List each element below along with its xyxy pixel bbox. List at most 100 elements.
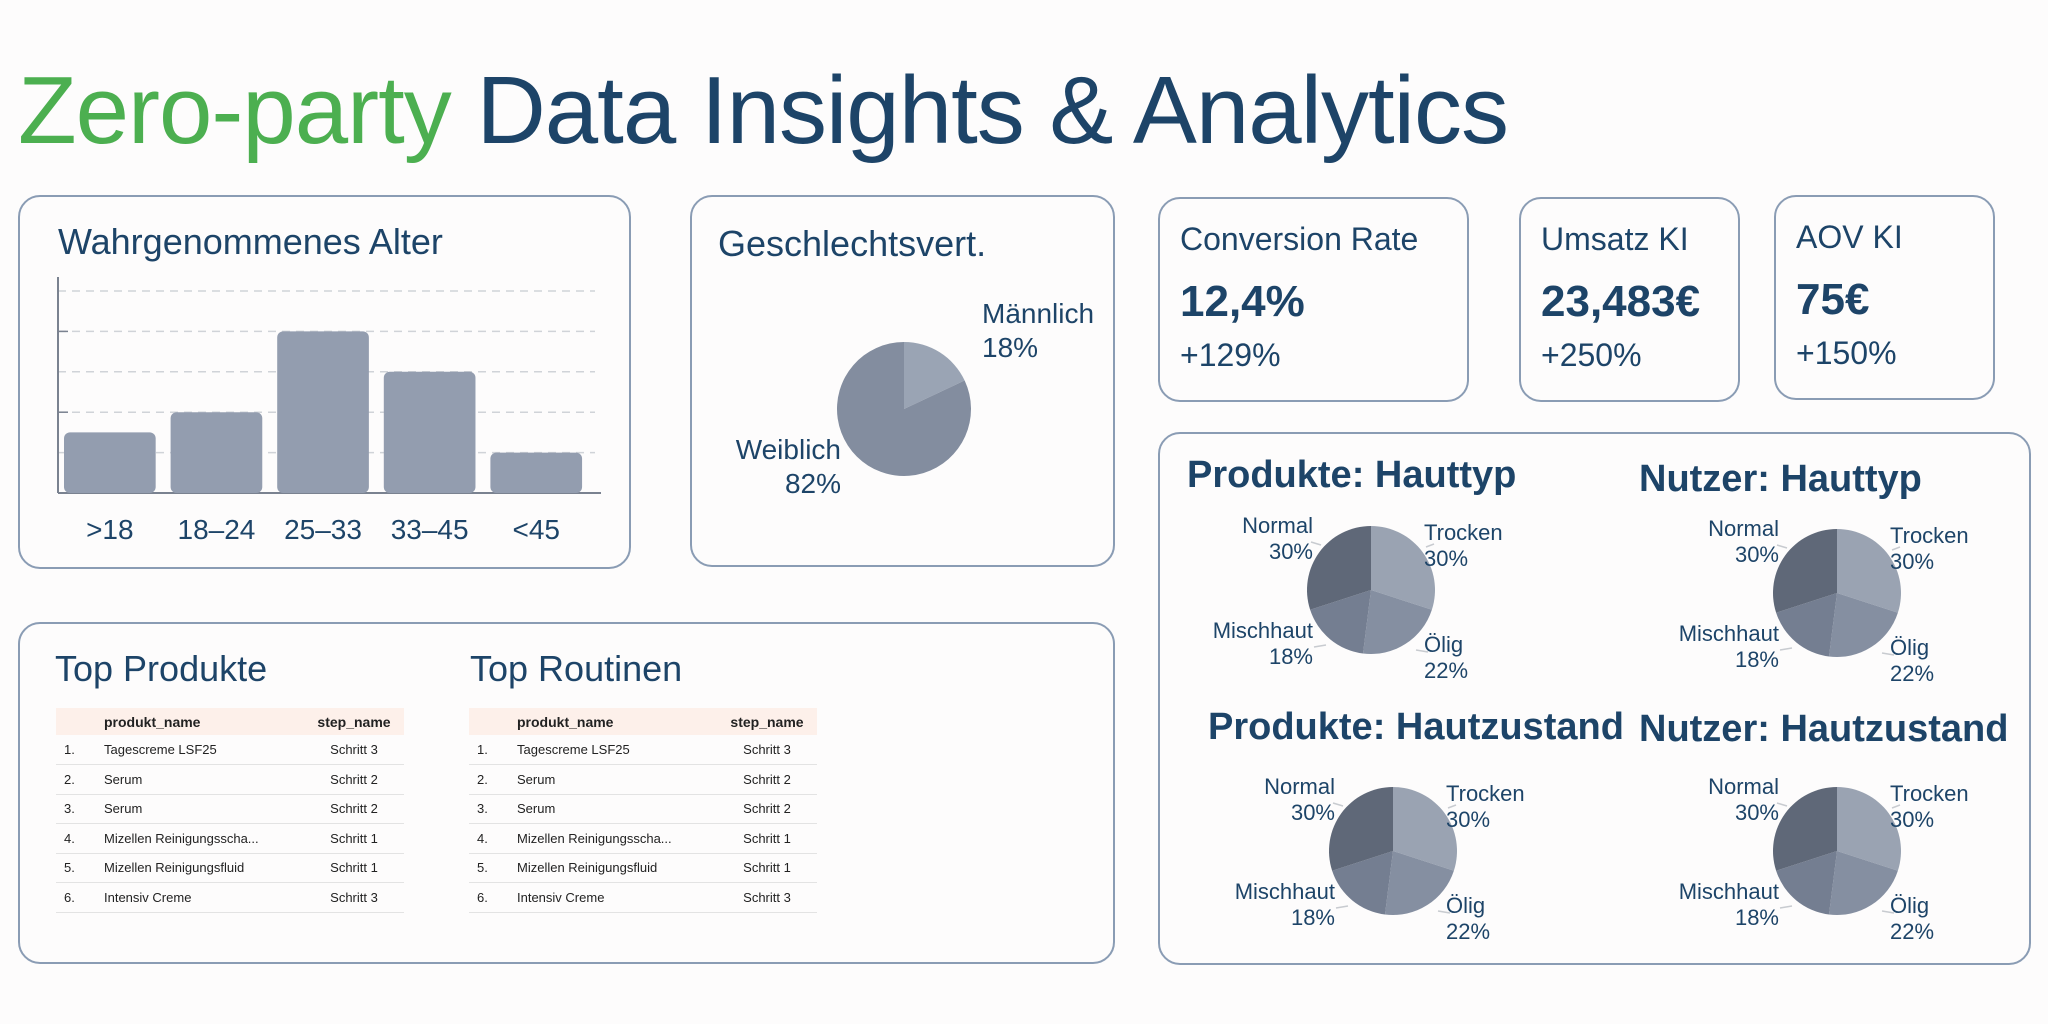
top-routinen-table: produkt_name step_name 1. Tagescreme LSF2… (469, 708, 817, 913)
pie-label-value: 30% (1734, 542, 1779, 567)
pie-label-value: 22% (1890, 919, 1935, 944)
table-row: 6. Intensiv Creme Schritt 3 (469, 882, 817, 913)
pie-label-mischhaut: Mischhaut 18% (1235, 879, 1335, 931)
table-row: 2. Serum Schritt 2 (56, 764, 404, 795)
kpi-change: +150% (1796, 335, 1897, 371)
x-tick-label: 33–45 (391, 514, 469, 545)
pie-slice (1362, 590, 1432, 654)
table-cell-produkt-name: Mizellen Reinigungsscha... (104, 823, 304, 854)
pie-slice (1773, 529, 1837, 613)
kpi-change: +250% (1541, 337, 1642, 373)
table-cell-index: 1. (469, 735, 517, 765)
table-header-row: produkt_name step_name (469, 708, 817, 735)
table-cell-index: 6. (56, 882, 104, 913)
kpi-card-umsatz-ki: Umsatz KI 23,483€ +250% (1519, 197, 1740, 402)
bar (383, 371, 476, 493)
table-cell-index: 5. (56, 853, 104, 883)
x-tick-label: 18–24 (178, 514, 256, 545)
pie-label-name: Ölig (1446, 893, 1486, 918)
table-cell-produkt-name: Serum (517, 794, 717, 824)
leader-line (1891, 546, 1901, 551)
kpi-label: Conversion Rate (1180, 221, 1419, 257)
pie-label-value: 30% (1446, 807, 1491, 832)
leader-line (1437, 910, 1451, 914)
table-row: 4. Mizellen Reinigungsscha... Schritt 1 (56, 823, 404, 854)
table-cell-produkt-name: Tagescreme LSF25 (517, 735, 717, 765)
kpi-label: AOV KI (1796, 219, 1903, 255)
table-cell-step-name: Schritt 3 (717, 882, 817, 913)
leader-line (1415, 649, 1429, 653)
pie-slice (1310, 590, 1371, 654)
pie-label-name: Mischhaut (1212, 618, 1313, 643)
pie-slice (1329, 787, 1393, 871)
pie-label-mischhaut: Mischhaut 18% (1213, 618, 1313, 670)
bar (277, 331, 369, 493)
age-bar-chart: >18 18–24 25–33 33–45 <45 (57, 277, 601, 545)
table-row: 4. Mizellen Reinigungsscha... Schritt 1 (469, 823, 817, 854)
pie-slice (1776, 593, 1837, 657)
pie-label-value: 30% (1734, 800, 1779, 825)
pie-label-oelig: Ölig 22% (1446, 893, 1490, 945)
gender-label-female: Weiblich 82% (736, 433, 841, 501)
table-cell-index: 2. (469, 764, 517, 795)
pie-slice (1773, 787, 1837, 871)
kpi-change: +129% (1180, 337, 1281, 373)
gender-label-male: Männlich 18% (982, 297, 1094, 365)
pie-slice (1828, 851, 1898, 915)
table-row: 2. Serum Schritt 2 (469, 764, 817, 795)
table-cell-step-name: Schritt 1 (717, 853, 817, 883)
page-title-main: Data Insights & Analytics (476, 57, 1509, 164)
pie-slice (1371, 526, 1435, 610)
leader-line (1776, 802, 1788, 807)
page-title-accent: Zero-party (18, 57, 452, 164)
table-cell-step-name: Schritt 2 (717, 794, 817, 824)
kpi-card-aov-ki: AOV KI 75€ +150% (1774, 195, 1995, 400)
table-cell-produkt-name: Tagescreme LSF25 (104, 735, 304, 765)
pie-label-name: Normal (1708, 516, 1779, 541)
pie-label-name: Mischhaut (1678, 879, 1779, 904)
table-row: 1. Tagescreme LSF25 Schritt 3 (469, 735, 817, 765)
leader-line (1335, 905, 1349, 909)
skin-pie-charts (1307, 526, 1901, 915)
gender-card-title: Geschlechtsvert. (718, 223, 987, 264)
pie-slice (1776, 851, 1837, 915)
pie-label-oelig: Ölig 22% (1424, 632, 1468, 684)
pie-slice (1332, 851, 1393, 915)
pie-label-normal: Normal 30% (1708, 774, 1779, 826)
table-cell-produkt-name: Mizellen Reinigungsscha... (517, 823, 717, 854)
bar (490, 452, 583, 493)
pie-label-name: Ölig (1890, 635, 1930, 660)
table-header-produkt-name: produkt_name (517, 708, 717, 735)
pie-slice (1837, 787, 1901, 871)
table-cell-step-name: Schritt 1 (304, 853, 404, 883)
table-header-produkt-name: produkt_name (104, 708, 304, 735)
table-cell-index: 1. (56, 735, 104, 765)
gender-label-female-name: Weiblich (735, 434, 841, 465)
table-header-index (56, 708, 104, 735)
pie-slice (1393, 787, 1457, 871)
table-cell-step-name: Schritt 2 (304, 764, 404, 795)
table-cell-index: 6. (469, 882, 517, 913)
pie-label-value: 30% (1268, 539, 1313, 564)
pie-label-value: 22% (1890, 661, 1935, 686)
kpi-label: Umsatz KI (1541, 221, 1689, 257)
pie-label-value: 30% (1290, 800, 1335, 825)
pie-label-name: Trocken (1890, 781, 1969, 806)
pie-slice (837, 342, 971, 476)
pie-label-value: 18% (1734, 905, 1779, 930)
pie-label-value: 18% (1290, 905, 1335, 930)
pie-label-normal: Normal 30% (1242, 513, 1313, 565)
table-header-step-name: step_name (717, 708, 817, 735)
leader-line (1332, 802, 1344, 807)
x-tick-label: 25–33 (284, 514, 362, 545)
pie-label-trocken: Trocken 30% (1890, 781, 1969, 833)
pie-label-oelig: Ölig 22% (1890, 635, 1934, 687)
table-cell-produkt-name: Intensiv Creme (104, 882, 304, 913)
table-row: 6. Intensiv Creme Schritt 3 (56, 882, 404, 913)
table-cell-produkt-name: Serum (104, 794, 304, 824)
table-cell-produkt-name: Mizellen Reinigungsfluid (104, 853, 304, 883)
kpi-card-conversion-rate: Conversion Rate 12,4% +129% (1158, 197, 1469, 402)
pie-label-name: Ölig (1424, 632, 1464, 657)
pie-label-normal: Normal 30% (1708, 516, 1779, 568)
gender-pie-chart (837, 342, 971, 476)
